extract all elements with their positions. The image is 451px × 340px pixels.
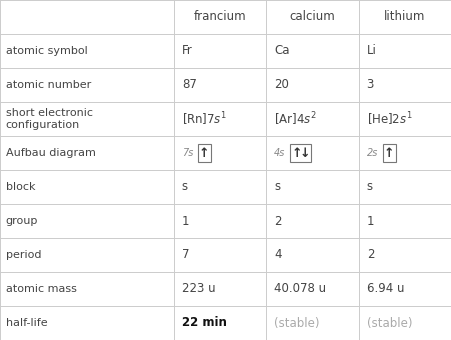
Text: [He]2$s^1$: [He]2$s^1$ bbox=[367, 110, 412, 128]
Text: atomic mass: atomic mass bbox=[6, 284, 77, 294]
Text: (stable): (stable) bbox=[367, 317, 412, 329]
Text: 2: 2 bbox=[274, 215, 282, 227]
Text: short electronic
configuration: short electronic configuration bbox=[6, 108, 93, 130]
Text: calcium: calcium bbox=[290, 11, 335, 23]
Text: lithium: lithium bbox=[384, 11, 425, 23]
Text: Ca: Ca bbox=[274, 45, 290, 57]
Text: francium: francium bbox=[193, 11, 246, 23]
Text: 2: 2 bbox=[367, 249, 374, 261]
Text: atomic number: atomic number bbox=[6, 80, 91, 90]
Text: [Ar]4$s^2$: [Ar]4$s^2$ bbox=[274, 110, 317, 128]
Text: 20: 20 bbox=[274, 79, 289, 91]
Text: ↑: ↑ bbox=[199, 147, 210, 159]
Text: s: s bbox=[367, 181, 373, 193]
Text: 3: 3 bbox=[367, 79, 374, 91]
Text: atomic symbol: atomic symbol bbox=[6, 46, 87, 56]
Text: 1: 1 bbox=[182, 215, 189, 227]
Text: half-life: half-life bbox=[6, 318, 47, 328]
Text: 1: 1 bbox=[367, 215, 374, 227]
Text: 40.078 u: 40.078 u bbox=[274, 283, 327, 295]
Text: 87: 87 bbox=[182, 79, 197, 91]
Text: ↓: ↓ bbox=[300, 147, 310, 159]
Text: 2s: 2s bbox=[367, 148, 378, 158]
Text: 22 min: 22 min bbox=[182, 317, 227, 329]
Text: 4s: 4s bbox=[274, 148, 285, 158]
Bar bbox=[290, 144, 311, 162]
Text: Li: Li bbox=[367, 45, 377, 57]
Text: 4: 4 bbox=[274, 249, 282, 261]
Text: period: period bbox=[6, 250, 41, 260]
Text: (stable): (stable) bbox=[274, 317, 320, 329]
Text: [Rn]7$s^1$: [Rn]7$s^1$ bbox=[182, 110, 227, 128]
Text: 6.94 u: 6.94 u bbox=[367, 283, 404, 295]
Text: 223 u: 223 u bbox=[182, 283, 216, 295]
Text: 7: 7 bbox=[182, 249, 189, 261]
Text: block: block bbox=[6, 182, 35, 192]
Text: ↑: ↑ bbox=[291, 147, 302, 159]
Text: Fr: Fr bbox=[182, 45, 193, 57]
Bar bbox=[198, 144, 211, 162]
Text: group: group bbox=[6, 216, 38, 226]
Text: s: s bbox=[274, 181, 281, 193]
Text: s: s bbox=[182, 181, 188, 193]
Bar bbox=[383, 144, 396, 162]
Text: 7s: 7s bbox=[182, 148, 193, 158]
Text: ↑: ↑ bbox=[384, 147, 395, 159]
Text: Aufbau diagram: Aufbau diagram bbox=[6, 148, 96, 158]
